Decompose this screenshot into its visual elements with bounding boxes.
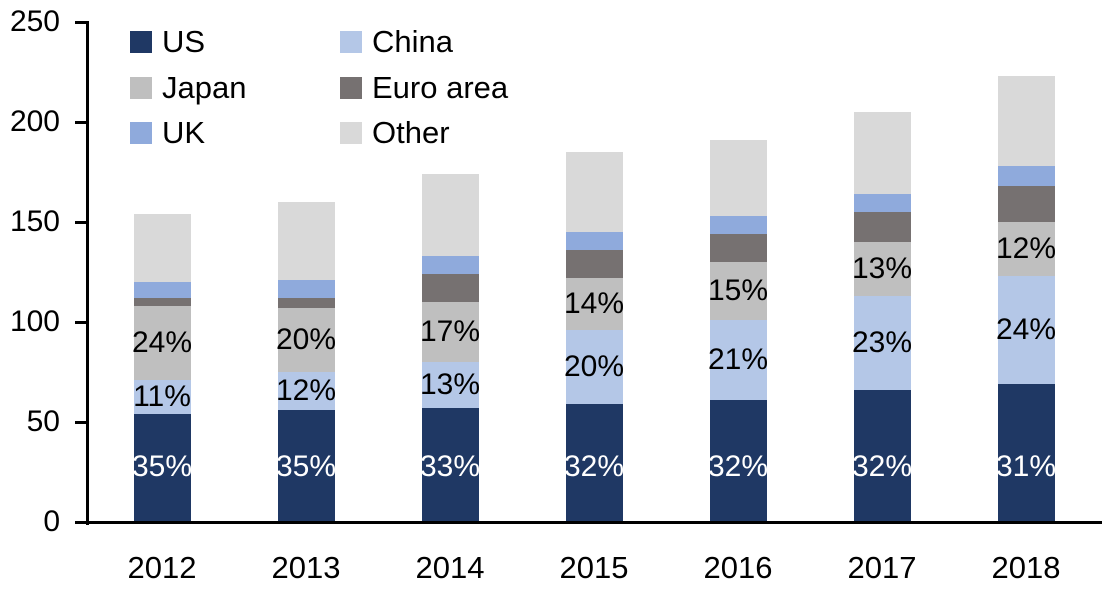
x-label-2012: 2012	[127, 550, 197, 585]
bar-label-china-2014: 13%	[419, 368, 481, 401]
bar-2016-uk	[709, 216, 767, 234]
bar-label-us-2018: 31%	[995, 450, 1057, 483]
legend-swatch-euro-area	[340, 77, 362, 99]
bar-2018-us	[997, 384, 1055, 522]
legend-label-japan: Japan	[162, 70, 247, 105]
y-tick-label-50: 50	[26, 405, 60, 438]
bar-2013-japan	[277, 308, 335, 372]
legend-swatch-japan	[130, 77, 152, 99]
x-label-2016: 2016	[703, 550, 773, 585]
bar-label-us-2013: 35%	[275, 450, 337, 483]
bar-2015-us	[565, 404, 623, 522]
bar-2015-other	[565, 152, 623, 232]
bar-label-japan-2012: 24%	[131, 326, 193, 359]
bar-2016-us	[709, 400, 767, 522]
bar-2016-china	[709, 320, 767, 400]
legend-swatch-china	[340, 31, 362, 53]
y-tick-150	[75, 221, 88, 224]
legend-label-uk: UK	[162, 115, 206, 150]
bar-2012-other	[133, 214, 191, 282]
y-tick-label-200: 200	[9, 105, 60, 138]
bar-2014-euro-area	[421, 274, 479, 302]
bar-2012-us	[133, 414, 191, 522]
bar-label-us-2015: 32%	[563, 450, 625, 483]
bar-2014-us	[421, 408, 479, 522]
y-tick-50	[75, 421, 88, 424]
bar-2017-other	[853, 112, 911, 194]
bar-label-china-2016: 21%	[707, 343, 769, 376]
bar-2018-euro-area	[997, 186, 1055, 222]
x-label-2017: 2017	[847, 550, 917, 585]
bar-2013-china	[277, 372, 335, 410]
bar-2015-china	[565, 330, 623, 404]
bar-label-china-2013: 12%	[275, 374, 337, 407]
legend-label-euro-area: Euro area	[372, 70, 509, 105]
bar-label-us-2017: 32%	[851, 450, 913, 483]
bar-2017-euro-area	[853, 212, 911, 242]
bar-label-china-2015: 20%	[563, 350, 625, 383]
x-label-2014: 2014	[415, 550, 485, 585]
y-tick-100	[75, 321, 88, 324]
bar-2017-japan	[853, 242, 911, 296]
bar-2016-japan	[709, 262, 767, 320]
y-tick-250	[75, 21, 88, 24]
legend-swatch-other	[340, 122, 362, 144]
y-axis-line	[86, 21, 89, 525]
legend-label-us: US	[162, 24, 206, 59]
bar-label-china-2012: 11%	[133, 380, 191, 413]
bar-label-china-2017: 23%	[851, 326, 913, 359]
bar-2012-uk	[133, 282, 191, 298]
bar-2018-uk	[997, 166, 1055, 186]
legend-label-other: Other	[372, 115, 450, 150]
bar-2013-euro-area	[277, 298, 335, 308]
bar-2014-other	[421, 174, 479, 256]
bar-2015-uk	[565, 232, 623, 250]
bar-2014-japan	[421, 302, 479, 362]
bar-label-japan-2016: 15%	[707, 274, 769, 307]
bar-label-us-2014: 33%	[419, 450, 481, 483]
bar-2015-japan	[565, 278, 623, 330]
x-label-2013: 2013	[271, 550, 341, 585]
y-tick-label-150: 150	[9, 205, 60, 238]
bar-2016-other	[709, 140, 767, 216]
bar-2018-japan	[997, 222, 1055, 276]
bar-2013-us	[277, 410, 335, 522]
bar-2013-other	[277, 202, 335, 280]
bar-label-japan-2017: 13%	[851, 252, 913, 285]
bar-2017-china	[853, 296, 911, 390]
bar-2014-china	[421, 362, 479, 408]
bar-2012-japan	[133, 306, 191, 380]
bar-label-us-2012: 35%	[131, 450, 193, 483]
x-axis-line	[77, 521, 1102, 524]
bar-2018-other	[997, 76, 1055, 166]
bar-2018-china	[997, 276, 1055, 384]
bar-2012-china	[133, 380, 191, 414]
legend-swatch-us	[130, 31, 152, 53]
bar-2016-euro-area	[709, 234, 767, 262]
bar-2012-euro-area	[133, 298, 191, 306]
bar-2017-us	[853, 390, 911, 522]
legend-swatch-uk	[130, 122, 152, 144]
bar-label-japan-2013: 20%	[275, 323, 337, 356]
y-tick-200	[75, 121, 88, 124]
bar-2014-uk	[421, 256, 479, 274]
legend-label-china: China	[372, 24, 453, 59]
y-tick-label-250: 250	[9, 5, 60, 38]
bar-2017-uk	[853, 194, 911, 212]
bar-label-us-2016: 32%	[707, 450, 769, 483]
bar-label-china-2018: 24%	[995, 313, 1057, 346]
y-tick-label-100: 100	[9, 305, 60, 338]
bar-2013-uk	[277, 280, 335, 298]
x-label-2015: 2015	[559, 550, 629, 585]
x-label-2018: 2018	[991, 550, 1061, 585]
y-tick-label-0: 0	[43, 505, 60, 538]
bar-label-japan-2015: 14%	[563, 287, 625, 320]
bar-label-japan-2014: 17%	[419, 315, 481, 348]
bar-2015-euro-area	[565, 250, 623, 278]
bar-label-japan-2018: 12%	[995, 232, 1057, 265]
